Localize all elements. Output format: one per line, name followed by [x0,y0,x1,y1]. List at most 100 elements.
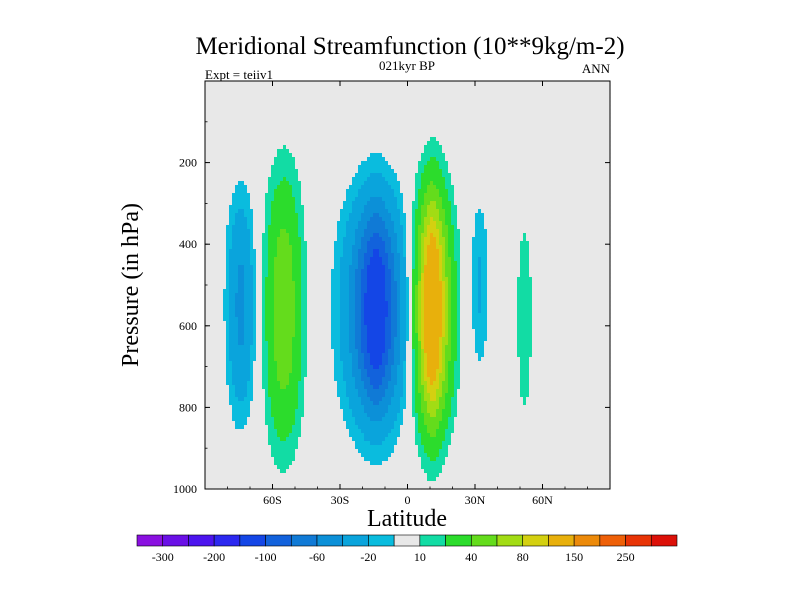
field-cell [541,149,545,154]
field-cell [295,181,299,186]
field-cell [451,201,455,206]
field-cell [349,165,353,170]
field-cell [421,185,425,190]
field-cell [214,145,218,150]
field-cell [271,225,275,230]
field-cell [592,157,596,162]
field-cell [235,161,239,166]
field-cell [541,93,545,98]
field-cell [424,189,428,194]
field-cell [535,133,539,138]
field-cell [463,157,467,162]
field-cell [406,189,410,194]
field-cell [412,161,416,166]
field-cell [574,181,578,186]
field-cell [379,221,383,226]
field-cell [478,177,482,182]
field-cell [583,149,587,154]
field-cell [382,193,386,198]
field-cell [232,225,236,230]
field-cell [607,209,611,214]
field-cell [481,105,485,110]
field-cell [568,109,572,114]
field-cell [607,161,611,166]
field-cell [544,181,548,186]
field-cell [346,137,350,142]
field-cell [223,221,227,226]
field-cell [583,221,587,226]
field-cell [376,137,380,142]
field-cell [517,201,521,206]
field-cell [346,169,350,174]
field-cell [286,181,290,186]
field-cell [568,141,572,146]
field-cell [502,133,506,138]
field-cell [403,185,407,190]
field-cell [505,93,509,98]
field-cell [433,173,437,178]
field-cell [208,157,212,162]
field-cell [301,165,305,170]
field-cell [595,173,599,178]
field-cell [388,225,392,230]
field-cell [475,133,479,138]
field-cell [346,209,350,214]
field-cell [394,133,398,138]
field-cell [553,89,557,94]
field-cell [481,205,485,210]
field-cell [415,213,419,218]
field-cell [421,97,425,102]
field-cell [283,137,287,142]
field-cell [310,205,314,210]
field-cell [313,93,317,98]
field-cell [550,145,554,150]
field-cell [382,189,386,194]
field-cell [430,205,434,210]
field-cell [256,169,260,174]
field-cell [259,105,263,110]
field-cell [463,177,467,182]
field-cell [427,225,431,230]
field-cell [463,145,467,150]
field-cell [391,97,395,102]
field-cell [451,193,455,198]
field-cell [415,145,419,150]
field-cell [394,101,398,106]
field-cell [511,157,515,162]
field-cell [328,141,332,146]
field-cell [424,137,428,142]
field-cell [229,81,233,86]
field-cell [367,129,371,134]
field-cell [571,161,575,166]
field-cell [493,217,497,222]
field-cell [448,121,452,126]
field-cell [478,121,482,126]
field-cell [391,193,395,198]
field-cell [535,81,539,86]
field-cell [388,193,392,198]
field-cell [451,117,455,122]
field-cell [406,101,410,106]
field-cell [439,121,443,126]
field-cell [205,113,209,118]
field-cell [226,101,230,106]
field-cell [400,109,404,114]
field-cell [490,201,494,206]
field-cell [313,117,317,122]
field-cell [256,105,260,110]
field-cell [298,217,302,222]
field-cell [601,157,605,162]
field-cell [439,101,443,106]
field-cell [265,221,269,226]
field-cell [211,165,215,170]
field-cell [361,125,365,130]
field-cell [577,213,581,218]
field-cell [541,169,545,174]
field-cell [577,121,581,126]
field-cell [442,185,446,190]
field-cell [565,153,569,158]
field-cell [589,109,593,114]
field-cell [295,201,299,206]
field-cell [274,133,278,138]
field-cell [277,209,281,214]
